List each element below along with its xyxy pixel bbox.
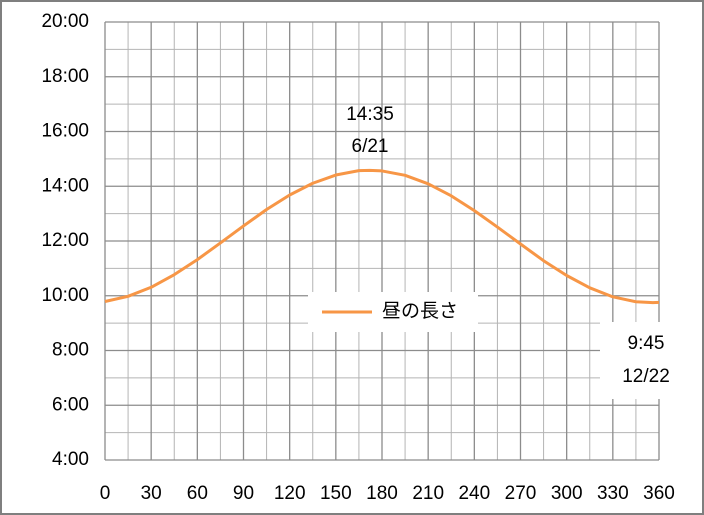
annotation: 14:35 xyxy=(346,104,394,125)
y-tick-label: 6:00 xyxy=(52,394,89,415)
y-tick-label: 10:00 xyxy=(41,285,89,306)
legend-label: 昼の長さ xyxy=(382,301,458,322)
x-tick-label: 30 xyxy=(141,483,162,504)
x-tick-label: 270 xyxy=(505,483,537,504)
x-tick-label: 120 xyxy=(274,483,306,504)
x-tick-label: 150 xyxy=(320,483,352,504)
y-tick-label: 8:00 xyxy=(52,340,89,361)
x-tick-label: 210 xyxy=(412,483,444,504)
y-tick-label: 4:00 xyxy=(52,449,89,470)
data-line xyxy=(104,168,660,305)
y-tick-label: 20:00 xyxy=(41,11,89,32)
x-tick-label: 360 xyxy=(643,483,675,504)
y-tick-label: 18:00 xyxy=(41,66,89,87)
annotation: 6/21 xyxy=(352,136,389,157)
y-tick-label: 12:00 xyxy=(41,230,89,251)
x-tick-label: 0 xyxy=(100,483,111,504)
x-tick-label: 240 xyxy=(458,483,490,504)
annotation: 9:45 xyxy=(628,333,665,354)
y-tick-label: 16:00 xyxy=(41,121,89,142)
x-tick-label: 180 xyxy=(366,483,398,504)
x-tick-label: 300 xyxy=(551,483,583,504)
annotation-box xyxy=(600,322,692,399)
x-tick-label: 90 xyxy=(233,483,254,504)
x-tick-label: 330 xyxy=(597,483,629,504)
y-tick-label: 14:00 xyxy=(41,175,89,196)
annotation: 12/22 xyxy=(622,366,670,387)
x-tick-label: 60 xyxy=(187,483,208,504)
